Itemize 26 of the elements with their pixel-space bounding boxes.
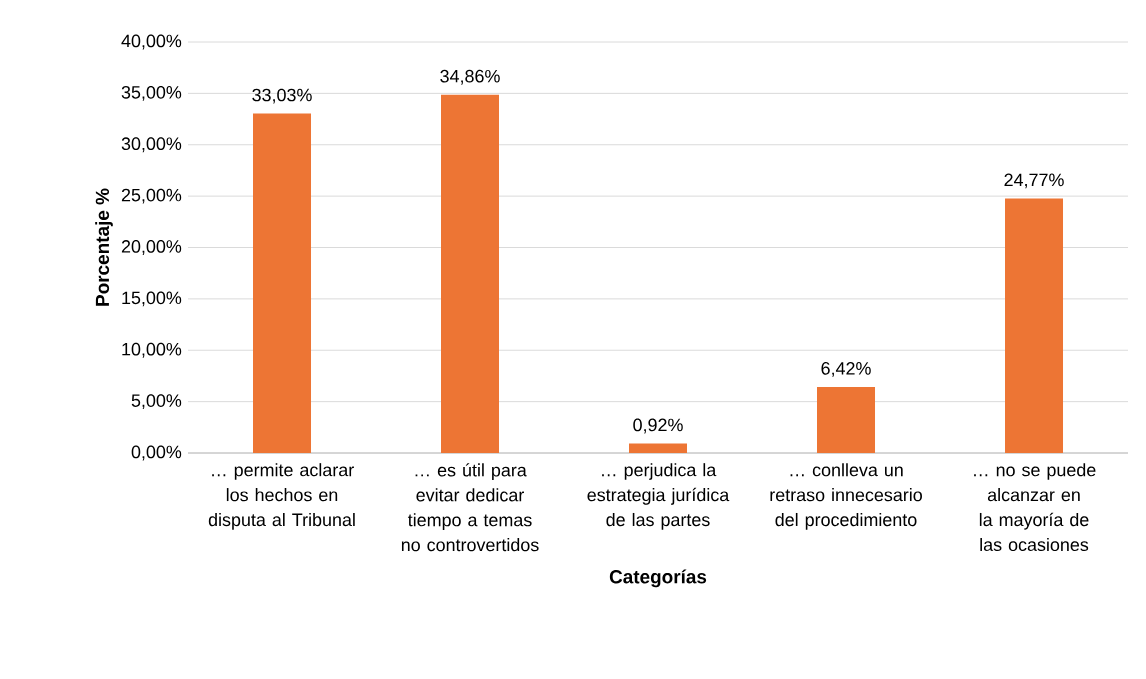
data-label: 33,03%: [252, 88, 312, 104]
x-tick-label: … es útil para evitar dedicar tiempo a temas no controvertidos: [401, 463, 539, 552]
x-tick-label: … perjudica la estrategia jurídica de las partes: [587, 463, 730, 530]
y-tick-label: 35,00%: [121, 85, 182, 101]
y-tick-label: 30,00%: [121, 137, 182, 153]
y-tick-label: 40,00%: [121, 34, 182, 50]
x-tick-label: … permite aclarar los hechos en disputa al Tribunal: [208, 463, 355, 530]
bar: [629, 443, 687, 453]
bar: [441, 94, 499, 453]
bar: [253, 113, 311, 453]
x-axis-title: Categorías: [609, 569, 707, 588]
x-tick-label: … conlleva un retraso innecesario del procedimiento: [770, 463, 922, 530]
y-axis-title: Porcentaje %: [95, 188, 113, 306]
bar: [1005, 198, 1064, 453]
y-tick-label: 20,00%: [121, 240, 182, 255]
data-label: 6,42%: [821, 362, 871, 377]
x-tick-label: … no se puede alcanzar en la mayoría de las ocasiones: [974, 463, 1096, 552]
y-tick-label: 25,00%: [121, 188, 182, 204]
y-tick-label: 5,00%: [131, 394, 182, 410]
data-label: 34,86%: [440, 69, 500, 85]
bar: [817, 387, 876, 453]
y-tick-label: 10,00%: [122, 342, 182, 358]
data-label: 24,77%: [1004, 173, 1064, 189]
y-tick-label: 0,00%: [131, 445, 182, 461]
data-label: 0,92%: [633, 418, 683, 434]
y-tick-label: 15,00%: [122, 291, 182, 307]
